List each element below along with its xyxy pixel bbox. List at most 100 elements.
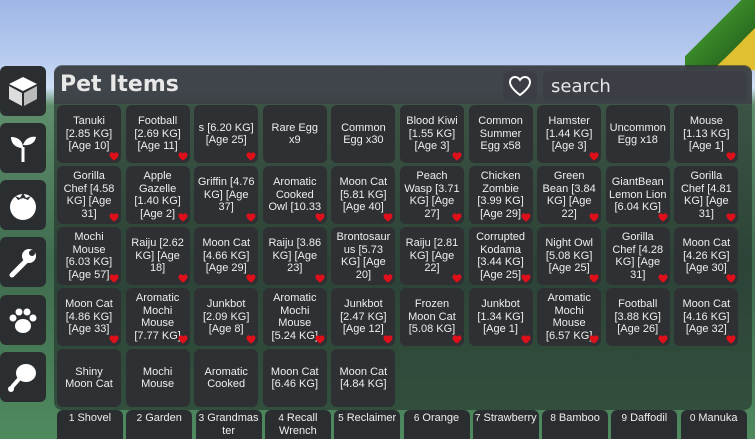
item-label: Moon Cat [6.46 KG] xyxy=(270,365,319,391)
item-label: Frozen Moon Cat [5.08 KG] xyxy=(408,298,456,336)
favorite-heart-icon xyxy=(178,335,188,344)
favorite-heart-icon xyxy=(726,213,736,222)
inventory-item[interactable]: Green Bean [3.84 KG] [Age 22] xyxy=(537,166,602,224)
item-label: Gorilla Chef [4.81 KG] [Age 31] xyxy=(680,170,732,220)
inventory-item[interactable]: Football [3.88 KG] [Age 26] xyxy=(605,288,670,346)
inventory-item[interactable]: Junkbot [2.47 KG] [Age 12] xyxy=(331,288,396,346)
hotbar-key: 4 xyxy=(278,413,284,424)
favorite-heart-icon xyxy=(589,274,599,283)
inventory-item[interactable]: Shiny Moon Cat xyxy=(57,349,121,407)
sidebar-tab-fruits[interactable] xyxy=(0,180,46,230)
inventory-item[interactable]: Aromatic Mochi Mouse [7.77 KG] xyxy=(125,288,190,346)
item-label: Junkbot [1.34 KG] [Age 1] xyxy=(477,298,524,336)
inventory-item[interactable]: Junkbot [2.09 KG] [Age 8] xyxy=(194,288,259,346)
inventory-item[interactable]: Moon Cat [4.16 KG] [Age 32] xyxy=(674,288,739,346)
hotbar-key: 6 xyxy=(413,413,420,424)
item-label: Mouse [1.13 KG] [Age 1] xyxy=(683,115,730,153)
hotbar-slot[interactable]: 2 Garden xyxy=(126,410,193,439)
inventory-item[interactable]: Mouse [1.13 KG] [Age 1] xyxy=(674,105,739,163)
hotbar-label: Daffodil xyxy=(630,412,668,424)
inventory-item[interactable]: Griffin [4.76 KG] [Age 37] xyxy=(194,166,259,224)
hotbar-key: 3 xyxy=(198,413,205,424)
favorite-heart-icon xyxy=(109,335,119,344)
inventory-item[interactable]: Mochi Mouse [6.03 KG] [Age 57] xyxy=(57,227,121,285)
inventory-item[interactable]: Chicken Zombie [3.99 KG] [Age 29] xyxy=(468,166,533,224)
inventory-item[interactable]: Blood Kiwi [1.55 KG] [Age 3] xyxy=(399,105,464,163)
item-label: Junkbot [2.47 KG] [Age 12] xyxy=(340,298,387,336)
favorite-heart-icon xyxy=(383,335,393,344)
hotbar-slot[interactable]: 9 Daffodil xyxy=(611,410,678,439)
item-label: Blood Kiwi [1.55 KG] [Age 3] xyxy=(406,115,458,153)
inventory-item[interactable]: Gorilla Chef [4.81 KG] [Age 31] xyxy=(674,166,739,224)
items-grid[interactable]: Tanuki [2.85 KG] [Age 10] Football [2.69 … xyxy=(57,105,751,408)
favorite-heart-icon xyxy=(726,274,736,283)
inventory-item[interactable]: Aromatic Mochi Mouse [6.57 KG] xyxy=(537,288,602,346)
item-label: Moon Cat [4.86 KG] [Age 33] xyxy=(65,298,113,336)
hotbar-slot[interactable]: 3 Grandmaster xyxy=(195,410,262,439)
inventory-item[interactable]: Brontosaurus [5.73 KG] [Age 20] xyxy=(331,227,396,285)
favorite-heart-icon xyxy=(726,152,736,161)
inventory-item[interactable]: Gorilla Chef [4.58 KG] [Age 31] xyxy=(57,166,121,224)
hotbar-slot[interactable]: 7 Strawberry xyxy=(472,410,539,439)
inventory-item[interactable]: Moon Cat [5.81 KG] [Age 40] xyxy=(331,166,396,224)
inventory-item[interactable]: Common Summer Egg x58 xyxy=(468,105,533,163)
item-label: Chicken Zombie [3.99 KG] [Age 29] xyxy=(477,170,524,220)
item-label: Shiny Moon Cat xyxy=(65,365,113,391)
inventory-item[interactable]: Mochi Mouse xyxy=(125,349,190,407)
favorite-filter-button[interactable] xyxy=(503,71,537,101)
hotbar-slot[interactable]: 4 Recall Wrench xyxy=(264,410,331,439)
item-label: Moon Cat [4.66 KG] [Age 29] xyxy=(202,237,251,275)
hotbar-slot[interactable]: 5 Reclaimer xyxy=(334,410,401,439)
item-label: Gorilla Chef [4.58 KG] [Age 31] xyxy=(63,170,115,220)
inventory-item[interactable]: Moon Cat [4.26 KG] [Age 30] xyxy=(674,227,739,285)
inventory-item[interactable]: Uncommon Egg x18 xyxy=(605,105,670,163)
sidebar-tab-seeds[interactable] xyxy=(0,123,46,173)
inventory-item[interactable]: Junkbot [1.34 KG] [Age 1] xyxy=(468,288,533,346)
inventory-item[interactable]: Gorilla Chef [4.28 KG] [Age 31] xyxy=(605,227,670,285)
inventory-item[interactable]: Common Egg x30 xyxy=(331,105,396,163)
inventory-item[interactable]: Aromatic Cooked xyxy=(194,349,259,407)
inventory-item[interactable]: Hamster [1.44 KG] [Age 3] xyxy=(537,105,602,163)
inventory-item[interactable]: Raiju [3.86 KG] [Age 23] xyxy=(262,227,327,285)
inventory-item[interactable]: Peach Wasp [3.71 KG] [Age 27] xyxy=(399,166,464,224)
inventory-item[interactable]: Rare Egg x9 xyxy=(262,105,327,163)
inventory-item[interactable]: s [6.20 KG] [Age 25] xyxy=(194,105,259,163)
inventory-item[interactable]: Moon Cat [4.86 KG] [Age 33] xyxy=(57,288,121,346)
inventory-item[interactable]: Football [2.69 KG] [Age 11] xyxy=(125,105,190,163)
hotbar-key: 8 xyxy=(550,413,556,424)
inventory-item[interactable]: Aromatic Mochi Mouse [5.24 KG] xyxy=(262,288,327,346)
sidebar-tab-food[interactable] xyxy=(0,352,46,402)
item-label: Aromatic Mochi Mouse [7.77 KG] xyxy=(134,292,181,342)
inventory-item[interactable]: Raiju [2.81 KG] [Age 22] xyxy=(399,227,464,285)
item-label: Griffin [4.76 KG] [Age 37] xyxy=(197,176,255,214)
inventory-item[interactable]: Tanuki [2.85 KG] [Age 10] xyxy=(57,105,121,163)
item-label: Raiju [2.62 KG] [Age 18] xyxy=(131,237,184,275)
item-label: Common Summer Egg x58 xyxy=(478,115,523,153)
inventory-item[interactable]: Corrupted Kodama [3.44 KG] [Age 25] xyxy=(468,227,533,285)
sidebar-tab-all[interactable] xyxy=(0,66,46,116)
inventory-item[interactable]: Night Owl [5.08 KG] [Age 25] xyxy=(537,227,602,285)
inventory-item[interactable]: GiantBean Lemon Lion [6.04 KG] xyxy=(605,166,670,224)
hotbar-slot[interactable]: 6 Orange xyxy=(403,410,470,439)
drumstick-icon xyxy=(8,364,36,392)
hotbar-slot[interactable]: 8 Bamboo xyxy=(542,410,609,439)
inventory-item[interactable]: Apple Gazelle [1.40 KG] [Age 2] xyxy=(125,166,190,224)
item-label: Raiju [3.86 KG] [Age 23] xyxy=(268,237,322,275)
hotbar-slot[interactable]: 1 Shovel xyxy=(57,410,123,439)
search-input[interactable] xyxy=(543,71,747,101)
inventory-item[interactable]: Raiju [2.62 KG] [Age 18] xyxy=(125,227,190,285)
sidebar-tab-gear[interactable] xyxy=(0,237,46,287)
sidebar-tab-pets[interactable] xyxy=(0,295,46,345)
hotbar-key: 7 xyxy=(474,413,481,424)
item-label: Corrupted Kodama [3.44 KG] [Age 25] xyxy=(476,231,526,281)
hotbar-slot[interactable]: 0 Manuka xyxy=(680,410,747,439)
inventory-item[interactable]: Moon Cat [4.84 KG] xyxy=(331,349,396,407)
item-label: Aromatic Mochi Mouse [6.57 KG] xyxy=(545,292,593,342)
inventory-item[interactable]: Moon Cat [6.46 KG] xyxy=(262,349,327,407)
hotbar-label: Recall Wrench xyxy=(279,412,318,437)
inventory-item[interactable]: Moon Cat [4.66 KG] [Age 29] xyxy=(194,227,259,285)
inventory-item[interactable]: Frozen Moon Cat [5.08 KG] xyxy=(399,288,464,346)
inventory-item[interactable]: Aromatic Cooked Owl [10.33 xyxy=(262,166,327,224)
item-label: Football [3.88 KG] [Age 26] xyxy=(614,298,661,336)
item-label: Gorilla Chef [4.28 KG] [Age 31] xyxy=(612,231,664,281)
